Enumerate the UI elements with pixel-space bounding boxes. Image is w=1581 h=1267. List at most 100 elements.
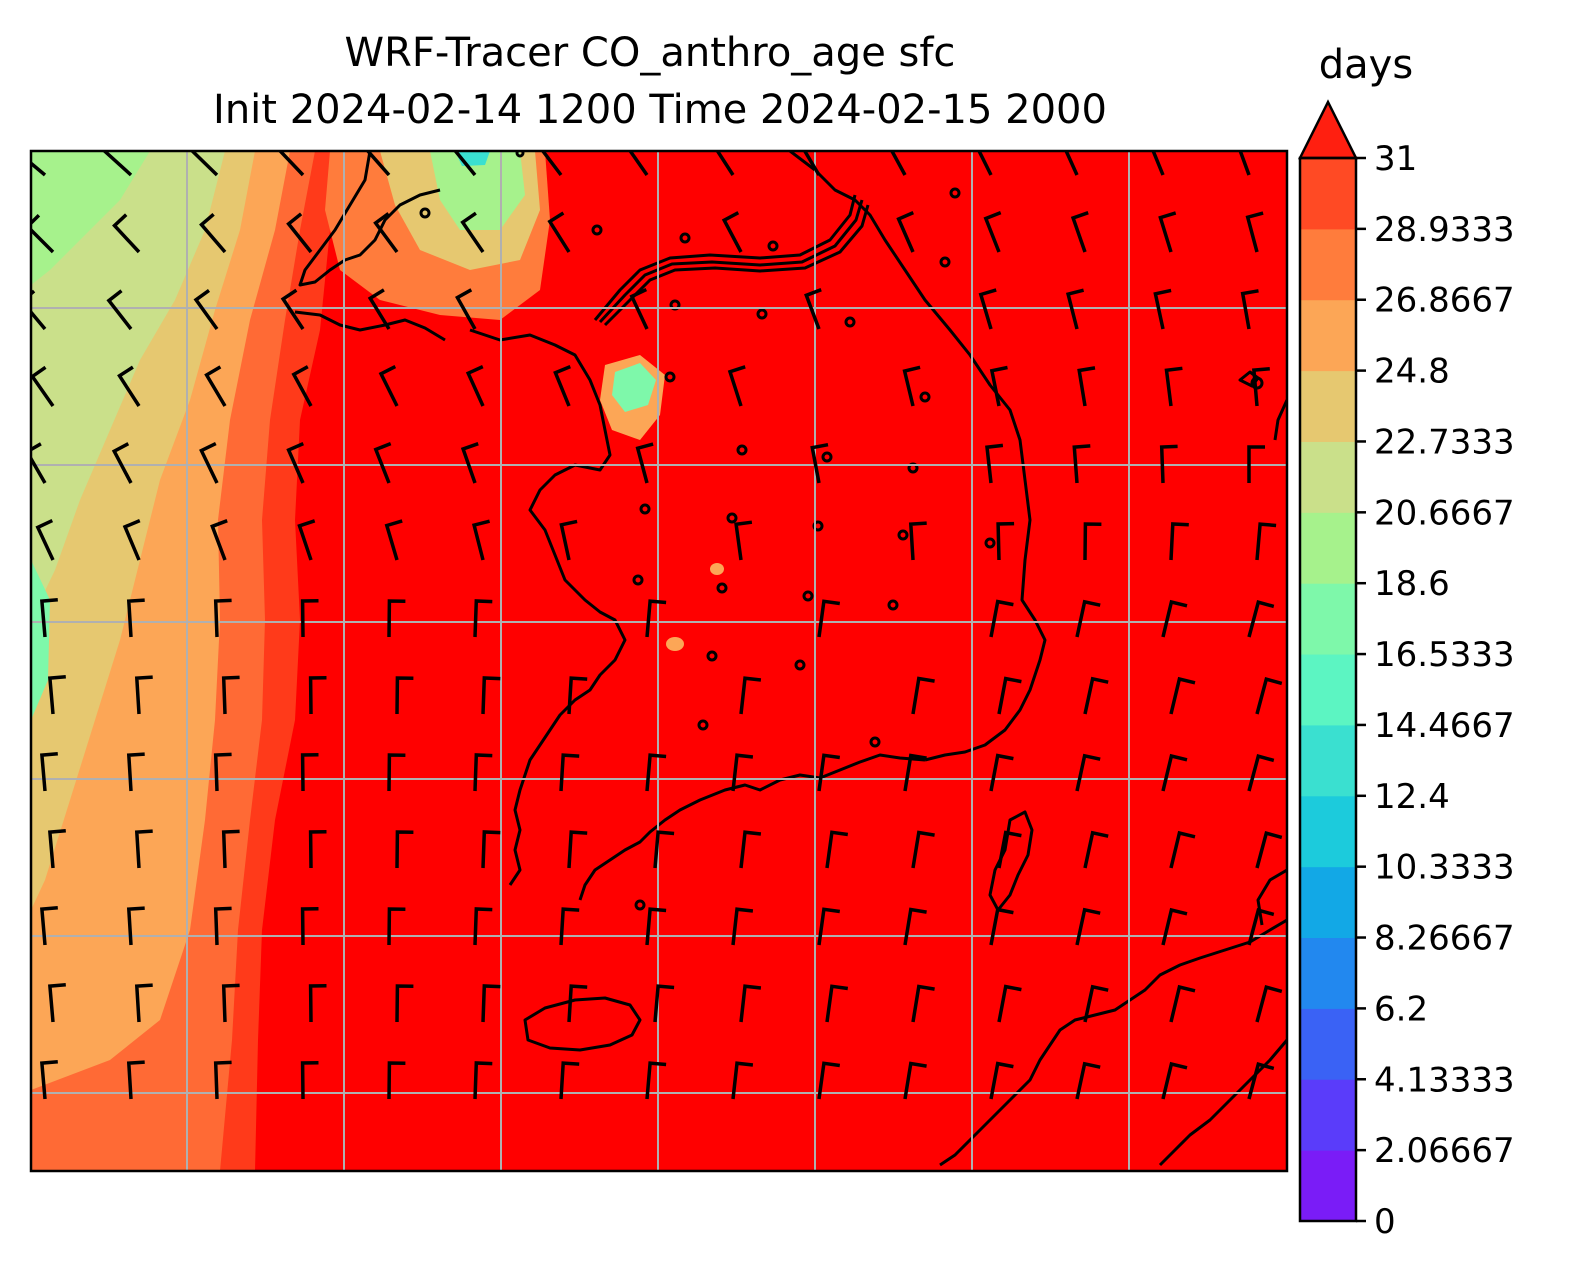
coastline-north-korea-border — [593, 194, 857, 321]
colorbar-tick-label: 16.5333 — [1374, 635, 1515, 675]
island — [844, 316, 856, 328]
colorbar-tick-label: 26.8667 — [1374, 281, 1515, 321]
wind-barb — [291, 365, 313, 407]
wind-barb — [802, 151, 821, 176]
wind-barb — [1255, 522, 1277, 561]
colorbar-swatch — [1300, 795, 1356, 868]
wind-barb — [378, 365, 399, 407]
wind-barb — [221, 983, 240, 1023]
wind-barb — [911, 676, 935, 715]
wind-barb — [1075, 1061, 1101, 1100]
wind-barb — [395, 830, 414, 869]
wind-barb — [1247, 445, 1265, 483]
wind-barb — [101, 151, 133, 177]
wind-barb — [1245, 211, 1264, 253]
wind-barb — [902, 365, 921, 407]
wind-barb — [48, 674, 66, 715]
wind-barb — [1070, 211, 1089, 253]
wind-barb — [365, 151, 391, 177]
wind-barb — [817, 907, 841, 946]
wind-barb — [387, 753, 406, 792]
wind-barb — [825, 830, 849, 869]
tracer-age-contours — [31, 151, 724, 1171]
wind-barb — [628, 151, 649, 177]
colorbar-swatch — [1300, 654, 1356, 726]
wind-barb — [983, 210, 1002, 253]
wind-barb — [559, 907, 580, 946]
wind-barb — [473, 1061, 493, 1100]
wind-barb — [40, 905, 58, 946]
wind-barb — [213, 906, 232, 946]
colorbar-swatch — [1300, 228, 1356, 301]
colorbar-swatch — [1300, 583, 1356, 655]
colorbar-tick-label: 4.13333 — [1374, 1060, 1515, 1100]
wind-barb — [721, 211, 743, 253]
wind-barb — [31, 365, 55, 408]
wind-barb — [31, 442, 47, 484]
wind-barb — [300, 599, 319, 638]
wind-barb — [1159, 444, 1178, 484]
wind-barb — [896, 210, 915, 253]
colorbar — [1297, 99, 1359, 1223]
wind-barb — [1247, 908, 1275, 946]
coastline-liaodong — [298, 151, 441, 287]
wind-barb — [367, 288, 391, 330]
wind-barb — [40, 597, 58, 638]
island — [802, 590, 814, 602]
wind-barb — [739, 984, 762, 1023]
wind-barb — [465, 365, 485, 407]
wind-barb — [1161, 753, 1188, 792]
island — [639, 503, 651, 515]
wind-barb — [817, 599, 841, 638]
wind-barb — [460, 442, 479, 484]
wind-barb — [126, 906, 145, 946]
island — [736, 444, 748, 456]
wind-barb — [1075, 753, 1101, 792]
colorbar-tick-label: 20.6667 — [1374, 493, 1515, 533]
island — [419, 207, 431, 219]
wind-barb — [473, 907, 493, 946]
wind-barb — [126, 1060, 145, 1100]
wind-barb — [739, 830, 762, 869]
wind-barb — [453, 151, 477, 177]
wind-barb — [889, 151, 907, 176]
island — [919, 391, 931, 403]
wind-barb — [117, 365, 141, 407]
island — [794, 659, 806, 671]
wind-barb — [213, 598, 232, 638]
wind-barb — [908, 521, 927, 561]
wind-barb — [40, 1059, 58, 1100]
wind-barb — [727, 365, 746, 407]
wind-barb — [1238, 151, 1251, 176]
wind-barb — [1158, 211, 1177, 253]
wind-barb — [1064, 151, 1079, 176]
colorbar-ticks: 0 2.06667 4.13333 6.2 8.26667 10.3333 12.4 14.4… — [1356, 139, 1515, 1242]
coastline-south-korea — [578, 753, 926, 901]
wind-barb — [1169, 830, 1196, 869]
wind-barb — [455, 288, 477, 330]
wind-barb — [1065, 288, 1085, 330]
wind-barb — [481, 676, 501, 715]
wind-barb — [1169, 984, 1196, 1023]
wind-barb — [1161, 599, 1188, 638]
wind-barb — [481, 830, 501, 869]
coastline-north-korea-border-2 — [598, 199, 864, 324]
colorbar-swatch — [1300, 1150, 1356, 1222]
wind-barb — [989, 907, 1014, 946]
wind-barb — [308, 676, 327, 715]
wind-barb — [277, 151, 305, 177]
wind-barb — [817, 753, 841, 792]
wind-barb — [106, 289, 133, 331]
wind-barb — [559, 1061, 580, 1100]
wind-barb — [1169, 522, 1189, 561]
wind-barb — [373, 212, 399, 254]
wind-barb — [1083, 830, 1109, 869]
colorbar-swatch — [1300, 724, 1356, 797]
colorbar-swatch — [1300, 1008, 1356, 1080]
wind-barb — [213, 1060, 232, 1100]
island — [591, 224, 603, 236]
wind-barb — [567, 984, 588, 1023]
wind-barb — [112, 213, 141, 254]
colorbar-swatch — [1300, 512, 1356, 584]
wind-barb — [997, 830, 1022, 869]
